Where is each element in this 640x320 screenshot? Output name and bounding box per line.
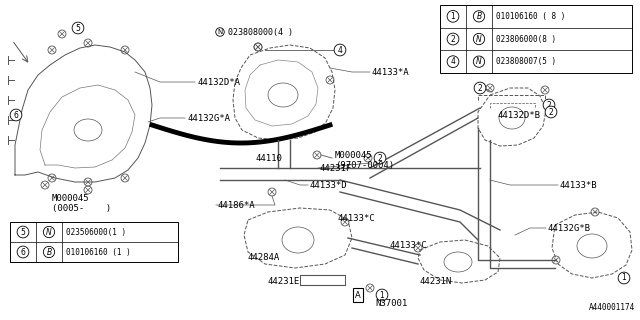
Text: 010106160 (1 ): 010106160 (1 ) (66, 247, 131, 257)
Text: 1: 1 (451, 12, 456, 21)
Text: A440001174: A440001174 (589, 303, 635, 312)
Text: 44284A: 44284A (248, 253, 280, 262)
Text: 44133*B: 44133*B (560, 180, 598, 189)
Text: 44231N: 44231N (420, 277, 452, 286)
Text: 2: 2 (547, 100, 552, 109)
Text: M000045: M000045 (335, 150, 372, 159)
Text: N: N (218, 29, 223, 35)
Text: 44132D*A: 44132D*A (198, 77, 241, 86)
Text: N: N (46, 228, 52, 236)
Text: 5: 5 (20, 228, 26, 236)
Text: B: B (46, 247, 52, 257)
Text: N: N (476, 35, 482, 44)
Text: 44132G*A: 44132G*A (188, 114, 231, 123)
Text: 1: 1 (621, 274, 627, 283)
Text: 023506000(1 ): 023506000(1 ) (66, 228, 126, 236)
Text: 6: 6 (13, 110, 19, 119)
Text: 4: 4 (451, 57, 456, 66)
Text: 4: 4 (337, 45, 342, 54)
Text: 2: 2 (548, 108, 554, 116)
Text: M000045: M000045 (52, 194, 90, 203)
Text: B: B (476, 12, 482, 21)
Text: 44231E: 44231E (268, 277, 300, 286)
Text: 44132G*B: 44132G*B (548, 223, 591, 233)
Text: 023808000(4 ): 023808000(4 ) (228, 28, 293, 36)
Text: 44133*C: 44133*C (390, 241, 428, 250)
Bar (10, 222, 178, 262)
Text: 5: 5 (76, 23, 81, 33)
Text: 2: 2 (477, 84, 483, 92)
Text: 1: 1 (380, 291, 385, 300)
Text: 44231F: 44231F (320, 164, 352, 172)
Text: 6: 6 (20, 247, 26, 257)
Text: 2: 2 (378, 154, 382, 163)
Text: 023808007(5 ): 023808007(5 ) (496, 57, 556, 66)
Text: (0005-    ): (0005- ) (52, 204, 111, 212)
Text: N: N (476, 57, 482, 66)
Text: 44133*A: 44133*A (372, 68, 410, 76)
Text: N37001: N37001 (375, 299, 407, 308)
Text: A: A (355, 291, 361, 300)
Text: (9707-0004): (9707-0004) (335, 161, 394, 170)
Text: 44133*C: 44133*C (338, 213, 376, 222)
Text: 010106160 ( 8 ): 010106160 ( 8 ) (496, 12, 565, 21)
Text: 44110: 44110 (255, 154, 282, 163)
Text: 2: 2 (451, 35, 456, 44)
Text: 44132D*B: 44132D*B (498, 110, 541, 119)
Bar (440, 5, 632, 73)
Text: 44133*D: 44133*D (310, 180, 348, 189)
Text: 44186*A: 44186*A (218, 201, 255, 210)
Text: 023806000(8 ): 023806000(8 ) (496, 35, 556, 44)
